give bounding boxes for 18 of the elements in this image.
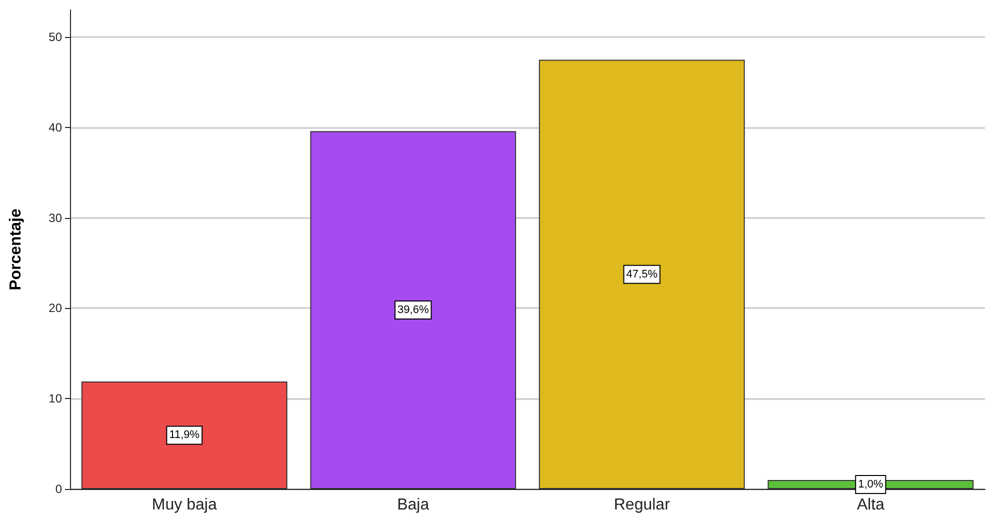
x-tick-label: Muy baja <box>152 496 217 514</box>
data-label: 1,0% <box>858 478 884 490</box>
y-tick-label: 40 <box>48 120 62 134</box>
y-tick-label: 20 <box>48 301 62 316</box>
y-axis-title: Porcentaje <box>8 208 24 290</box>
y-tick-label: 50 <box>48 30 62 44</box>
x-tick-label: Alta <box>856 496 885 514</box>
bar <box>538 60 745 489</box>
x-tick-label: Regular <box>614 496 671 514</box>
y-tick-label: 0 <box>55 482 62 496</box>
data-label: 39,6% <box>398 304 429 316</box>
x-tick-label: Baja <box>397 496 430 514</box>
data-label: 47,5% <box>626 268 658 280</box>
data-label: 11,9% <box>169 429 200 442</box>
bar <box>310 131 516 489</box>
bar <box>81 381 288 489</box>
y-tick-label: 10 <box>48 392 62 406</box>
y-tick-label: 30 <box>48 210 62 225</box>
